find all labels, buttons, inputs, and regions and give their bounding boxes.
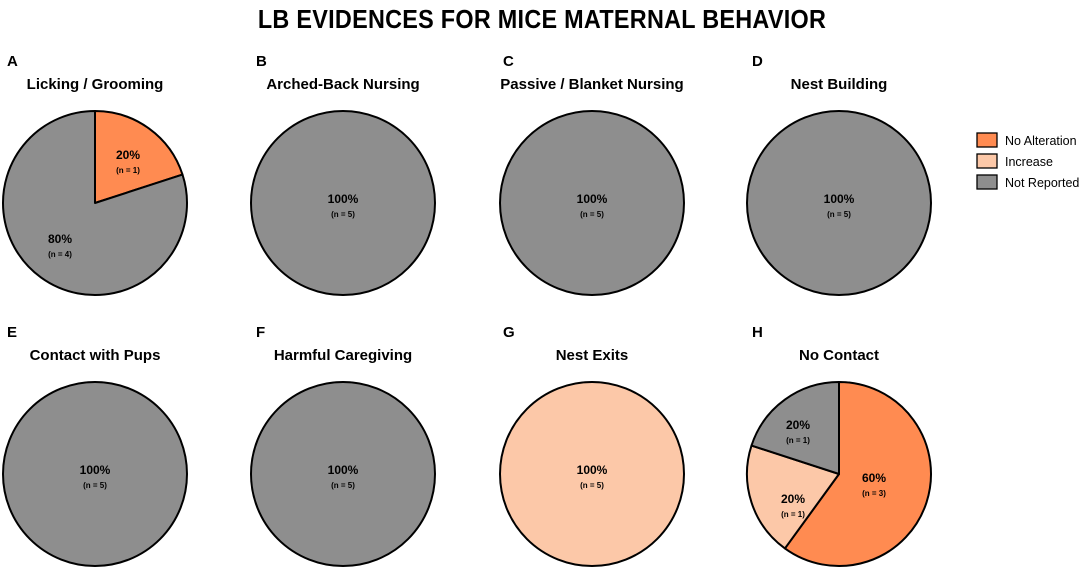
pie-panel-g: G Nest Exits 100% (n = 5)	[499, 324, 685, 567]
slice-percent-label: 100%	[328, 463, 359, 477]
slice-count-label: (n = 1)	[786, 436, 810, 445]
panel-title: Arched-Back Nursing	[266, 76, 419, 93]
pie-slice-not-reported	[746, 110, 932, 296]
legend-label: No Alteration	[1005, 134, 1077, 148]
slice-count-label: (n = 5)	[580, 210, 604, 219]
slice-count-label: (n = 5)	[331, 210, 355, 219]
pie-slice-not-reported	[2, 381, 188, 567]
slice-percent-label: 100%	[577, 463, 608, 477]
pie-panel-b: B Arched-Back Nursing 100% (n = 5)	[250, 53, 436, 296]
panel-letter: E	[7, 324, 17, 341]
panel-letter: B	[256, 53, 267, 70]
slice-percent-label: 20%	[786, 418, 810, 432]
pie-panel-h: H No Contact 60% (n = 3) 20% (n = 1) 20% (n = 1…	[746, 324, 932, 567]
slice-percent-label: 80%	[48, 232, 72, 246]
pie-panel-e: E Contact with Pups 100% (n = 5)	[2, 324, 188, 567]
slice-count-label: (n = 1)	[116, 166, 140, 175]
panel-title: Passive / Blanket Nursing	[500, 76, 683, 93]
pie-panel-f: F Harmful Caregiving 100% (n = 5)	[250, 324, 436, 567]
legend-swatch-no-alteration	[976, 132, 998, 148]
panel-title: Harmful Caregiving	[274, 347, 412, 364]
slice-percent-label: 60%	[862, 471, 886, 485]
legend-label: Not Reported	[1005, 176, 1079, 190]
slice-count-label: (n = 5)	[827, 210, 851, 219]
panel-title: No Contact	[799, 347, 879, 364]
slice-percent-label: 100%	[577, 192, 608, 206]
panel-title: Nest Building	[791, 76, 888, 93]
slice-count-label: (n = 5)	[331, 481, 355, 490]
pie-slice-no-alteration	[783, 381, 932, 567]
panel-letter: A	[7, 53, 18, 70]
pie-slice-increase	[499, 381, 685, 567]
legend-swatch-increase	[976, 153, 998, 169]
pie-slice-not-reported	[750, 381, 840, 475]
legend: No Alteration Increase Not Reported	[976, 132, 1079, 190]
pie-panel-a: A Licking / Grooming 20% (n = 1) 80% (n = 4)	[2, 53, 188, 296]
pie-slice-not-reported	[250, 381, 436, 567]
slice-percent-label: 100%	[824, 192, 855, 206]
slice-percent-label: 100%	[80, 463, 111, 477]
panel-letter: H	[752, 324, 763, 341]
slice-count-label: (n = 1)	[781, 510, 805, 519]
slice-percent-label: 100%	[328, 192, 359, 206]
slice-count-label: (n = 5)	[83, 481, 107, 490]
panel-letter: F	[256, 324, 265, 341]
pie-panel-c: C Passive / Blanket Nursing 100% (n = 5)	[499, 53, 685, 296]
panel-letter: C	[503, 53, 514, 70]
panel-letter: D	[752, 53, 763, 70]
panel-title: Licking / Grooming	[27, 76, 164, 93]
slice-count-label: (n = 3)	[862, 489, 886, 498]
legend-label: Increase	[1005, 155, 1053, 169]
slice-percent-label: 20%	[781, 492, 805, 506]
panel-title: Nest Exits	[556, 347, 629, 364]
panel-title: Contact with Pups	[30, 347, 161, 364]
pie-slice-not-reported	[499, 110, 685, 296]
panel-letter: G	[503, 324, 515, 341]
pie-slice-not-reported	[250, 110, 436, 296]
slice-percent-label: 20%	[116, 148, 140, 162]
slice-count-label: (n = 5)	[580, 481, 604, 490]
pie-slice-not-reported	[2, 110, 188, 296]
legend-swatch-not-reported	[976, 174, 998, 190]
slice-count-label: (n = 4)	[48, 250, 72, 259]
pie-slice-increase	[746, 444, 840, 550]
pie-panel-d: D Nest Building 100% (n = 5)	[746, 53, 932, 296]
pie-slice-no-alteration	[94, 110, 184, 204]
figure-title: LB EVIDENCES FOR MICE MATERNAL BEHAVIOR	[257, 4, 827, 34]
